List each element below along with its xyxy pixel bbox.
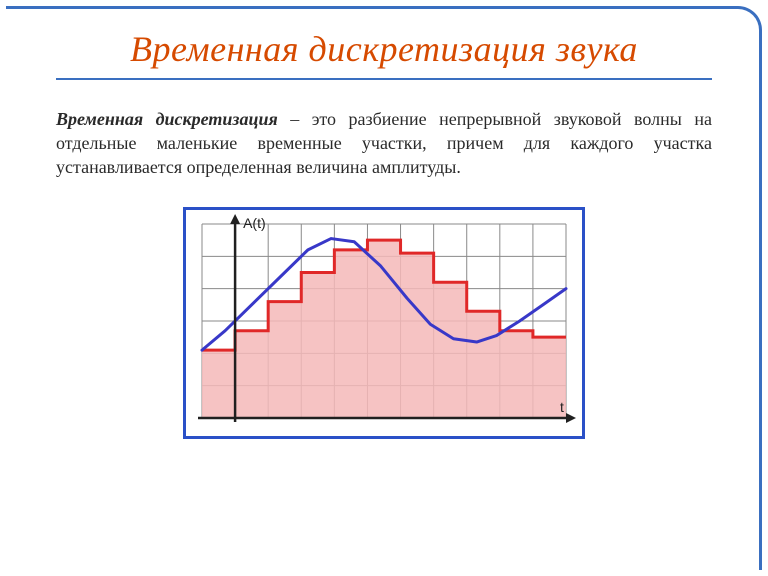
title-underline: [56, 78, 712, 80]
definition-term: Временная дискретизация: [56, 109, 278, 129]
svg-text:A(t): A(t): [243, 215, 266, 231]
title-text: Временная дискретизация звука: [130, 29, 638, 69]
chart-container: A(t) t: [56, 207, 712, 439]
chart-box: A(t) t: [183, 207, 585, 439]
slide-content: Временная дискретизация звука Временная …: [0, 0, 768, 439]
slide-title: Временная дискретизация звука: [56, 28, 712, 70]
svg-text:t: t: [560, 399, 564, 415]
definition-paragraph: Временная дискретизация – это разбиение …: [56, 108, 712, 179]
discretization-chart: A(t) t: [186, 210, 582, 436]
